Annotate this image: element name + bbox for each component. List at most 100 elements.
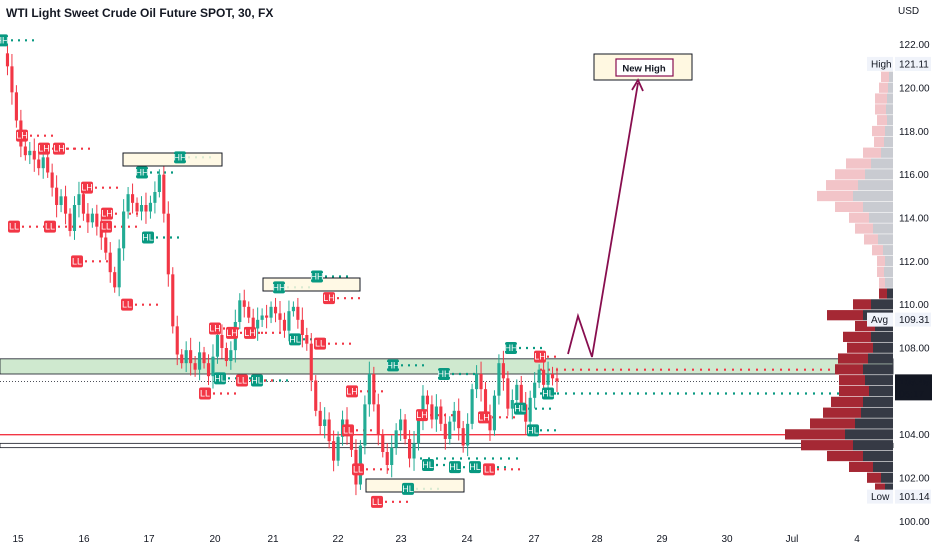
- candle-down: [55, 187, 59, 205]
- swing-label-text: HL: [214, 373, 226, 383]
- candle-down: [247, 306, 251, 318]
- candle-up: [510, 400, 514, 409]
- swing-label-text: HL: [422, 460, 434, 470]
- candle-down: [408, 439, 412, 459]
- volume-profile-bar-down: [785, 429, 845, 440]
- candle-up: [399, 419, 403, 431]
- swing-label-text: LH: [53, 144, 65, 154]
- candle-up: [260, 315, 264, 320]
- candle-down: [50, 172, 54, 188]
- x-tick-label: 15: [12, 534, 24, 545]
- candle-down: [327, 419, 331, 442]
- volume-profile-bar-down: [863, 147, 881, 158]
- projection-arrow: [567, 78, 644, 358]
- candle-up: [528, 397, 532, 422]
- candle-up: [434, 406, 438, 420]
- candle-up: [256, 319, 260, 329]
- swing-label-hh: [0, 34, 8, 47]
- swing-label-lh: [534, 350, 546, 363]
- candle-up: [41, 157, 45, 169]
- swing-label-text: HL: [527, 425, 539, 435]
- low-value-box: [895, 489, 931, 504]
- candle-down: [305, 335, 309, 344]
- volume-profile-bar-up: [873, 461, 893, 472]
- new-high-label-frame: [615, 58, 674, 77]
- candle-down: [206, 363, 211, 377]
- candle-up: [184, 350, 188, 364]
- volume-profile-bar-down: [872, 245, 883, 256]
- candle-down: [483, 389, 488, 416]
- range-boxes: New High: [122, 53, 693, 493]
- swing-label-hl: [251, 374, 263, 387]
- candle-down: [265, 315, 269, 318]
- volume-profile-bar-up: [873, 223, 893, 234]
- candle-down: [273, 306, 278, 314]
- candle-down: [555, 378, 559, 382]
- candle-down: [314, 380, 318, 411]
- candle-down: [95, 213, 99, 227]
- volume-profile-bar-up: [885, 483, 893, 494]
- y-tick-label: 104.00: [899, 430, 930, 441]
- swing-label-hl: [514, 402, 526, 415]
- range-box: [365, 478, 465, 493]
- candle-up: [546, 374, 550, 385]
- swing-label-lh: [478, 411, 490, 424]
- volume-profile-bar-up: [885, 277, 893, 288]
- candle-down: [131, 194, 135, 203]
- candle-up: [416, 419, 421, 444]
- swing-label-text: LH: [101, 209, 113, 219]
- candle-up: [390, 447, 394, 465]
- y-tick-label: 116.00: [899, 170, 929, 181]
- swing-label-hh: [136, 166, 148, 179]
- swing-label-text: LL: [122, 300, 132, 310]
- candle-down: [332, 441, 336, 461]
- swing-label-hh: [273, 281, 285, 294]
- swing-label-text: HL: [289, 334, 301, 344]
- price-axis[interactable]: USD100.00102.00104.00106.00108.00110.001…: [867, 6, 932, 528]
- candle-down: [180, 354, 184, 364]
- swing-label-text: LH: [226, 328, 238, 338]
- swing-label-lh: [81, 181, 93, 194]
- volume-profile-bar-up: [855, 418, 893, 429]
- volume-profile-bar-up: [869, 212, 893, 223]
- volume-profile-bar-up: [868, 353, 893, 364]
- y-tick-label: 108.00: [899, 344, 930, 355]
- candle-down: [372, 374, 376, 405]
- candle-up: [537, 369, 541, 383]
- avg-tag: [867, 312, 893, 327]
- candle-up: [533, 382, 537, 398]
- candle-down: [32, 150, 36, 160]
- candle-down: [171, 274, 175, 327]
- candle-down: [23, 146, 27, 156]
- bar-countdown: 05:17: [899, 389, 924, 400]
- swing-label-ll: [314, 337, 326, 350]
- volume-profile-bar-down: [826, 180, 858, 191]
- candle-down: [443, 423, 447, 439]
- volume-profile-bar-down: [867, 472, 881, 483]
- candle-down: [381, 434, 385, 452]
- swing-label-ll: [483, 463, 495, 476]
- time-axis[interactable]: 15 16 17 20 21 22 23 24 27 28 29 30 Jul 4: [12, 534, 860, 545]
- avg-label: Avg: [871, 315, 888, 326]
- swing-label-text: HL: [469, 462, 481, 472]
- swing-label-hh: [438, 368, 450, 380]
- volume-profile-bar-up: [873, 342, 893, 353]
- volume-profile-bar-down: [843, 331, 871, 342]
- volume-profile-bar-down: [835, 169, 865, 180]
- candle-down: [403, 419, 407, 439]
- swing-label-hl: [449, 461, 461, 474]
- candle-down: [479, 374, 483, 390]
- chart-title: WTI Light Sweet Crude Oil Future SPOT, 3…: [6, 6, 274, 20]
- volume-profile-bar-down: [847, 342, 873, 353]
- x-tick-label: 29: [656, 534, 668, 545]
- candle-down: [300, 319, 304, 335]
- projection-path: [567, 82, 639, 358]
- swing-label-ll: [236, 374, 248, 387]
- candle-down: [542, 369, 546, 385]
- candle-up: [238, 300, 242, 322]
- volume-profile-bar-up: [871, 158, 893, 169]
- swing-label-lh: [244, 326, 256, 339]
- swing-label-text: LL: [9, 222, 19, 232]
- candle-down: [166, 213, 170, 275]
